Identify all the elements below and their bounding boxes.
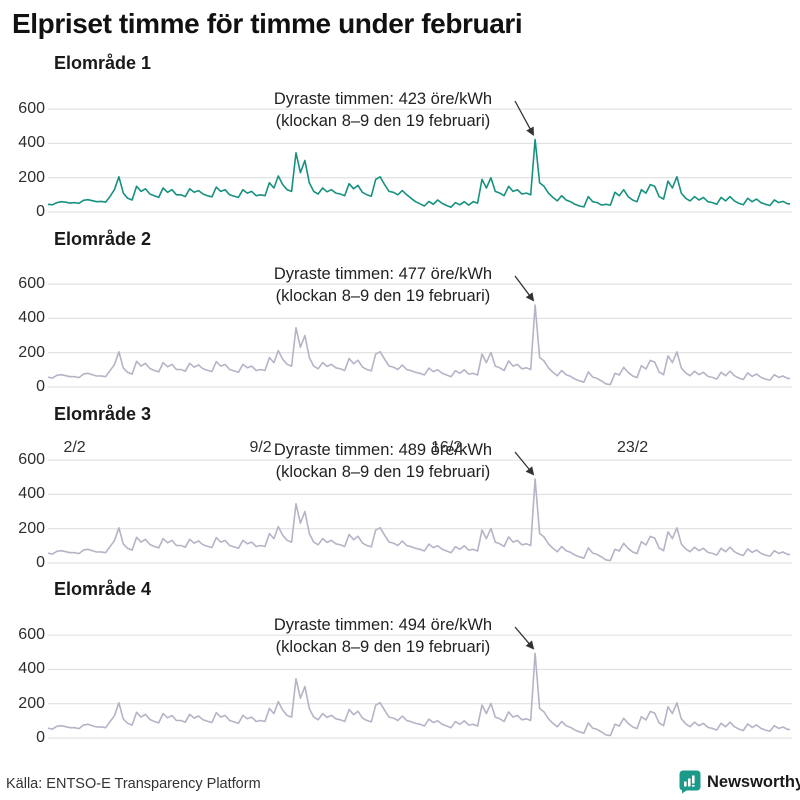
chart-section-2: Elområde 2 Dyraste timmen: 477 öre/kWh (… xyxy=(0,175,800,395)
y-axis-label: 200 xyxy=(18,519,45,537)
chart-subtitle-1: Elområde 1 xyxy=(54,53,152,73)
annotation-arrow xyxy=(514,626,535,650)
annotation-line1: Dyraste timmen: 423 öre/kWh xyxy=(273,90,493,108)
y-axis-label: 0 xyxy=(36,203,45,220)
y-axis-label: 600 xyxy=(18,100,45,118)
x-axis-label: 2/2 xyxy=(63,439,86,456)
price-plot xyxy=(47,626,792,739)
y-axis-label: 200 xyxy=(18,168,45,186)
y-axis-label: 400 xyxy=(18,485,45,503)
y-axis-label: 400 xyxy=(18,309,45,327)
y-axis-label: 400 xyxy=(18,134,45,152)
price-line xyxy=(47,138,790,208)
x-axis-label: 16/2 xyxy=(430,439,463,456)
newsworthy-logo-text: Newsworthy xyxy=(707,772,800,791)
chart-subtitle-3: Elområde 3 xyxy=(54,404,152,424)
x-axis-label: 23/2 xyxy=(616,439,649,456)
annotation-line1: Dyraste timmen: 489 öre/kWh xyxy=(273,441,493,459)
chart-section-4: Elområde 4 Dyraste timmen: 494 öre/kWh (… xyxy=(0,439,800,746)
annotation-line2: (klockan 8–9 den 19 februari) xyxy=(275,463,491,481)
price-line xyxy=(47,478,790,562)
price-line xyxy=(47,304,790,386)
annotation-4: Dyraste timmen: 494 öre/kWh (klockan 8–9… xyxy=(223,614,543,658)
y-axis-label: 600 xyxy=(18,451,45,469)
annotation-line1: Dyraste timmen: 477 öre/kWh xyxy=(273,265,493,283)
y-axis-label: 600 xyxy=(18,275,45,293)
annotation-line2: (klockan 8–9 den 19 februari) xyxy=(275,112,491,130)
chart-section-3: Elområde 3 Dyraste timmen: 489 öre/kWh (… xyxy=(0,350,800,571)
source-note: Källa: ENTSO-E Transparency Platform xyxy=(6,776,261,792)
annotation-arrow xyxy=(514,100,534,136)
y-axis-label: 0 xyxy=(36,729,45,746)
y-axis-label: 600 xyxy=(18,626,45,644)
x-axis-label: 9/2 xyxy=(249,439,272,456)
annotation-line2: (klockan 8–9 den 19 februari) xyxy=(275,287,491,305)
chart-section-1: Elområde 1 Dyraste timmen: 423 öre/kWh (… xyxy=(0,0,800,220)
y-axis-label: 200 xyxy=(18,343,45,361)
annotation-3: Dyraste timmen: 489 öre/kWh (klockan 8–9… xyxy=(223,439,543,483)
price-line xyxy=(47,652,790,737)
page-title: Elpriset timme för timme under februari xyxy=(12,8,523,39)
annotation-arrow xyxy=(514,275,535,302)
newsworthy-logo: Newsworthy xyxy=(679,770,800,794)
y-axis-label: 200 xyxy=(18,694,45,712)
annotation-2: Dyraste timmen: 477 öre/kWh (klockan 8–9… xyxy=(223,263,543,307)
y-axis-label: 0 xyxy=(36,554,45,571)
chart-subtitle-2: Elområde 2 xyxy=(54,229,152,249)
chart-subtitle-4: Elområde 4 xyxy=(54,579,152,599)
annotation-line1: Dyraste timmen: 494 öre/kWh xyxy=(273,616,493,634)
annotation-line2: (klockan 8–9 den 19 februari) xyxy=(275,638,491,656)
price-plot xyxy=(47,451,792,564)
annotation-arrow xyxy=(514,451,535,476)
price-plot xyxy=(47,100,792,213)
annotation-1: Dyraste timmen: 423 öre/kWh (klockan 8–9… xyxy=(223,88,543,132)
y-axis-label: 400 xyxy=(18,660,45,678)
bar-chart-badge-icon xyxy=(679,770,701,794)
price-plot xyxy=(47,275,792,388)
y-axis-label: 0 xyxy=(36,378,45,395)
